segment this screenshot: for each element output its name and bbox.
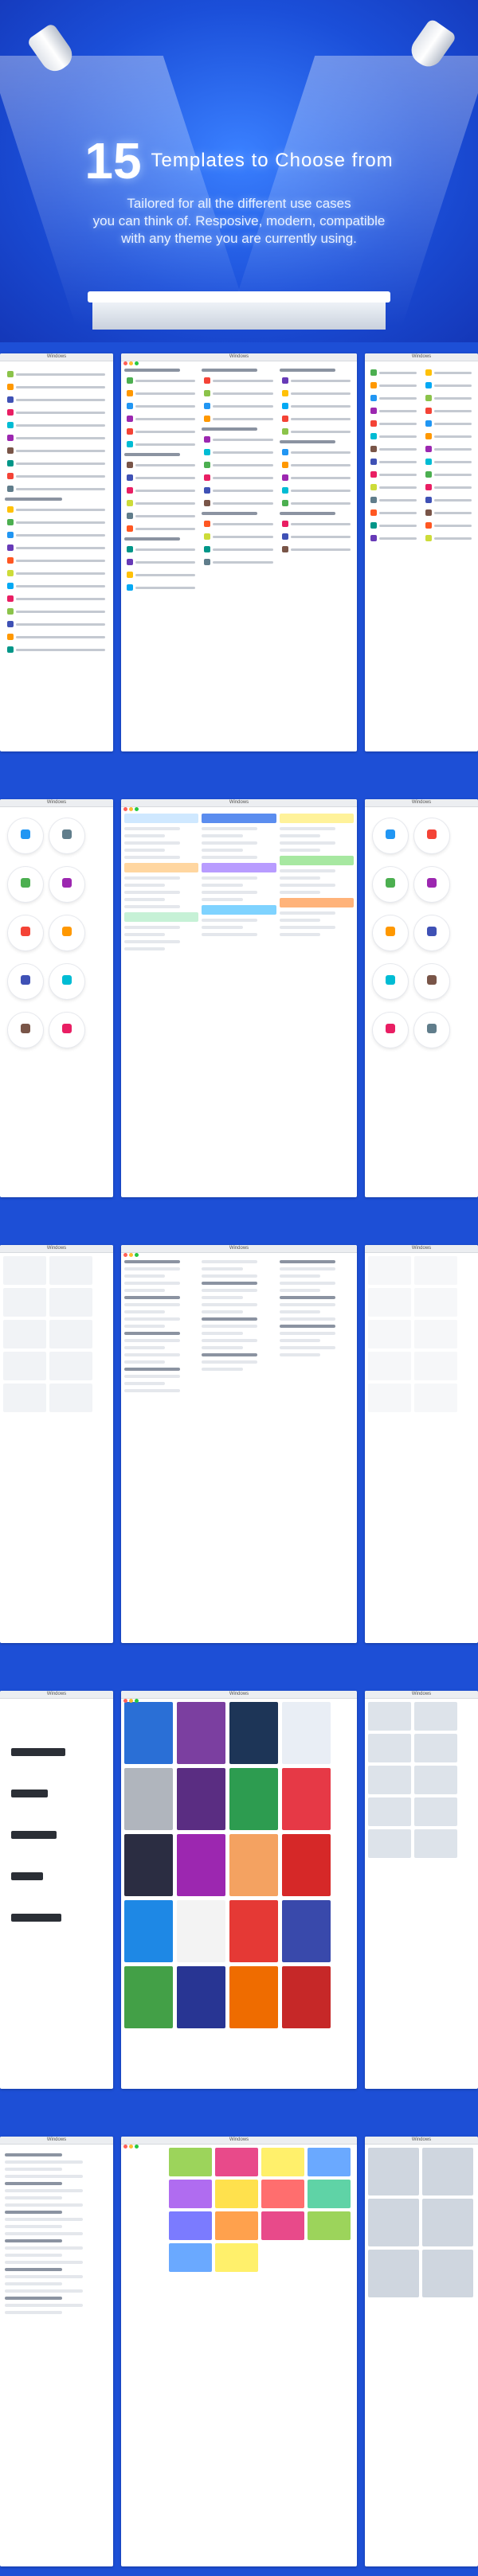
hero-title-text: Templates to Choose from (151, 150, 394, 171)
window-title: Windows (411, 1246, 432, 1251)
hero-banner: 15 Templates to Choose from Tailored for … (0, 0, 478, 342)
window-title: Windows (411, 2137, 432, 2142)
template-preview-book-covers: Windows (121, 1691, 357, 2089)
window-title: Windows (46, 2137, 67, 2142)
window-title: Windows (411, 800, 432, 805)
window-title: Windows (46, 1246, 67, 1251)
preview-row-1: Windows Windows (0, 342, 478, 756)
hero-subtitle: Tailored for all the different use cases… (72, 195, 406, 248)
hero-subtitle-line: you can think of. Resposive, modern, com… (92, 213, 386, 228)
template-preview-colored-headers: Windows (121, 799, 357, 1197)
spotlight-beam-right (226, 56, 478, 326)
template-preview-columns: Windows (121, 353, 357, 751)
template-preview-compact-list: Windows (0, 2137, 113, 2566)
template-preview-circles-grid: Windows (365, 799, 478, 1197)
preview-row-2: Windows Windows (0, 788, 478, 1202)
template-preview-cards: Windows (0, 1245, 113, 1643)
hero-subtitle-line: with any theme you are currently using. (121, 231, 357, 246)
template-preview-thumbnails: Windows (365, 1691, 478, 2089)
hero-subtitle-line: Tailored for all the different use cases (127, 196, 351, 211)
window-title: Windows (229, 1692, 249, 1696)
template-preview-logos: Windows (0, 1691, 113, 2089)
window-title: Windows (229, 1246, 249, 1251)
window-title: Windows (46, 354, 67, 359)
window-title: Windows (229, 354, 249, 359)
window-title: Windows (229, 2137, 249, 2142)
template-preview-icon-grid: Windows (365, 1245, 478, 1643)
template-preview-colored-tiles: Windows (121, 2137, 357, 2566)
template-preview-featured: Windows (365, 2137, 478, 2566)
preview-row-3: Windows Windows (0, 1234, 478, 1648)
pedestal-top (88, 291, 390, 302)
preview-row-5: Windows Windows Windows (0, 2125, 478, 2576)
template-preview-circles: Windows (0, 799, 113, 1197)
template-preview-link-list: Windows (121, 1245, 357, 1643)
hero-title: 15 Templates to Choose from (0, 131, 478, 190)
pedestal (92, 302, 386, 330)
window-title: Windows (411, 354, 432, 359)
window-title: Windows (46, 1692, 67, 1696)
template-preview-grid: Windows (365, 353, 478, 751)
window-title: Windows (46, 800, 67, 805)
window-title: Windows (229, 800, 249, 805)
window-title: Windows (411, 1692, 432, 1696)
spotlight-beam-left (0, 56, 252, 326)
preview-row-4: Windows Windows Windows (0, 1680, 478, 2094)
template-count: 15 (84, 132, 142, 189)
template-preview-list: Windows (0, 353, 113, 751)
